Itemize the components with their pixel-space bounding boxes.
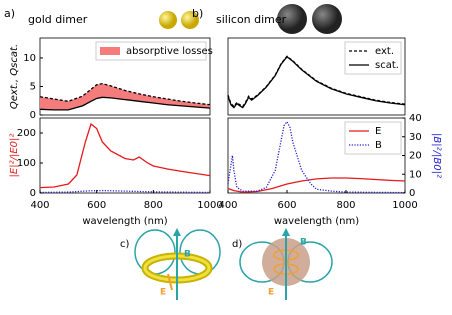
y-tick-label: 0 bbox=[30, 188, 36, 199]
field-label: E bbox=[160, 288, 166, 298]
plot-frame bbox=[39, 117, 211, 194]
panel-label: a) bbox=[4, 7, 15, 20]
x-tick-label: 400 bbox=[30, 200, 49, 211]
series-line bbox=[39, 96, 211, 111]
field-label: B bbox=[300, 238, 307, 248]
legend-box bbox=[344, 121, 402, 155]
series-line bbox=[39, 189, 211, 194]
diagram-label: d) bbox=[232, 239, 242, 250]
y-axis-label: Qext., Qscat. bbox=[9, 44, 20, 109]
diagram-label: c) bbox=[120, 239, 129, 250]
legend-label: scat. bbox=[375, 60, 399, 71]
legend-swatch bbox=[100, 47, 120, 55]
y-tick-label: 200 bbox=[17, 128, 36, 139]
legend-label: absorptive losses bbox=[126, 46, 213, 57]
series-line bbox=[227, 55, 406, 109]
x-tick-label: 800 bbox=[144, 200, 163, 211]
legend-box bbox=[95, 41, 207, 61]
x-tick-label: 1000 bbox=[392, 200, 417, 211]
series-line bbox=[39, 122, 211, 189]
y2-axis-label: |B|²/|B0|² bbox=[431, 133, 442, 178]
legend-label: B bbox=[375, 140, 382, 151]
y2-tick-label: 10 bbox=[409, 169, 422, 180]
series-line bbox=[227, 120, 406, 194]
plot-frame bbox=[227, 37, 406, 116]
y-tick-label: 0 bbox=[30, 110, 36, 121]
panel-label: b) bbox=[192, 7, 203, 20]
x-tick-label: 400 bbox=[218, 200, 237, 211]
diagram-c: c) B E bbox=[120, 228, 221, 300]
y2-tick-label: 0 bbox=[409, 188, 415, 199]
panel-title: gold dimer bbox=[28, 13, 88, 26]
field-label: E bbox=[268, 288, 274, 298]
silicon-spheres bbox=[277, 4, 342, 34]
x-axis-label: wavelength (nm) bbox=[274, 216, 359, 227]
diagram-d: d) B E bbox=[232, 228, 333, 300]
y-tick-label: 5 bbox=[30, 81, 36, 92]
y2-tick-label: 30 bbox=[409, 132, 422, 143]
field-label: B bbox=[184, 250, 191, 260]
y2-tick-label: 40 bbox=[409, 113, 422, 124]
panel-title: silicon dimer bbox=[216, 13, 287, 26]
series-line bbox=[227, 177, 406, 193]
y2-tick-label: 20 bbox=[409, 151, 422, 162]
legend-label: E bbox=[375, 126, 381, 137]
plot-frame bbox=[39, 37, 211, 116]
legend-label: ext. bbox=[375, 46, 394, 57]
fill-area bbox=[40, 83, 210, 110]
x-tick-label: 600 bbox=[87, 200, 106, 211]
y-tick-label: 100 bbox=[17, 158, 36, 169]
x-tick-label: 800 bbox=[336, 200, 355, 211]
x-axis-label: wavelength (nm) bbox=[82, 216, 167, 227]
y-axis-label: |E|²/|E0|² bbox=[9, 134, 20, 178]
x-tick-label: 1000 bbox=[197, 200, 222, 211]
series-line bbox=[39, 82, 211, 106]
legend-box bbox=[344, 41, 402, 75]
y-tick-label: 10 bbox=[23, 53, 36, 64]
x-tick-label: 600 bbox=[277, 200, 296, 211]
gold-spheres bbox=[159, 11, 199, 29]
